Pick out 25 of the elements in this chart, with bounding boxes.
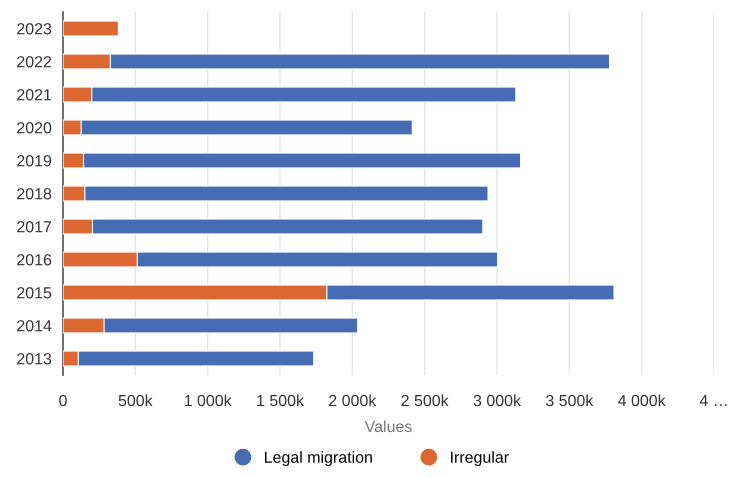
y-tick-label: 2022	[17, 56, 52, 68]
x-tick-label: 1 500k	[257, 394, 304, 406]
x-tick-label: 1 000k	[184, 394, 232, 406]
y-tick-label: 2014	[17, 320, 52, 332]
y-tick-label: 2020	[17, 122, 52, 134]
x-tick-label: 500k	[118, 394, 153, 406]
x-tick-label: 3 500k	[546, 394, 594, 406]
x-tick-label: 3 000k	[474, 394, 521, 406]
y-tick-label: 2017	[17, 221, 52, 232]
x-tick-label: 2 000k	[329, 394, 376, 406]
legend-label: Irregular	[451, 451, 509, 466]
x-tick-label: 4 000k	[618, 394, 666, 406]
y-tick-label: 2013	[17, 353, 52, 364]
y-tick-label: 2018	[17, 188, 52, 200]
y-tick-label: 2021	[17, 89, 52, 100]
legend-label: Legal migration	[265, 451, 372, 466]
x-tick-label: 0	[59, 394, 67, 406]
bar	[63, 20, 119, 36]
x-tick-label: 2 500k	[401, 394, 449, 406]
y-tick-label: 2019	[17, 155, 52, 166]
y-tick-label: 2016	[17, 254, 52, 266]
y-tick-label: 2023	[17, 23, 52, 34]
x-axis-title: Values	[364, 420, 412, 432]
x-tick-label: 4 …	[700, 395, 726, 406]
y-tick-label: 2015	[17, 287, 52, 298]
